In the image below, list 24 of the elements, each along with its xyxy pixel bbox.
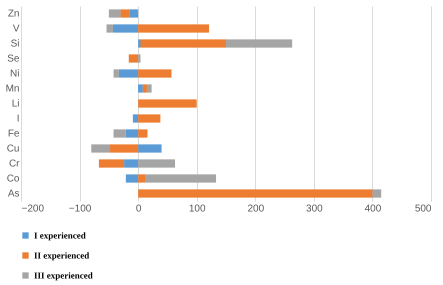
y-tick-label: Li [12,98,20,110]
legend-label: III experienced [34,270,93,280]
y-tick-label: Co [6,174,20,184]
y-tick-label: V [12,24,20,34]
y-tick-label: I [16,114,20,124]
x-tick-label: 200 [247,204,265,214]
x-tick-label: 400 [364,204,382,214]
y-tick-label: Zn [8,8,20,20]
x-tick-label: 100 [188,204,206,214]
legend-label: I experienced [34,230,86,240]
y-tick-label: Mn [6,84,20,94]
y-tick-label: Fe [8,128,20,140]
y-tick-label: Si [10,38,20,50]
legend-label: II experienced [34,250,90,260]
x-tick-label: 0 [136,204,142,214]
x-tick-label: −100 [68,204,92,214]
x-tick-label: 500 [414,204,432,214]
y-tick-label: Se [7,54,20,64]
y-tick-label: Ni [10,68,20,80]
y-tick-label: As [8,188,20,200]
x-tick-label: −200 [22,204,44,214]
x-tick-label: 300 [306,204,324,214]
y-tick-label: Cu [6,144,20,154]
y-tick-label: Cr [8,158,20,170]
